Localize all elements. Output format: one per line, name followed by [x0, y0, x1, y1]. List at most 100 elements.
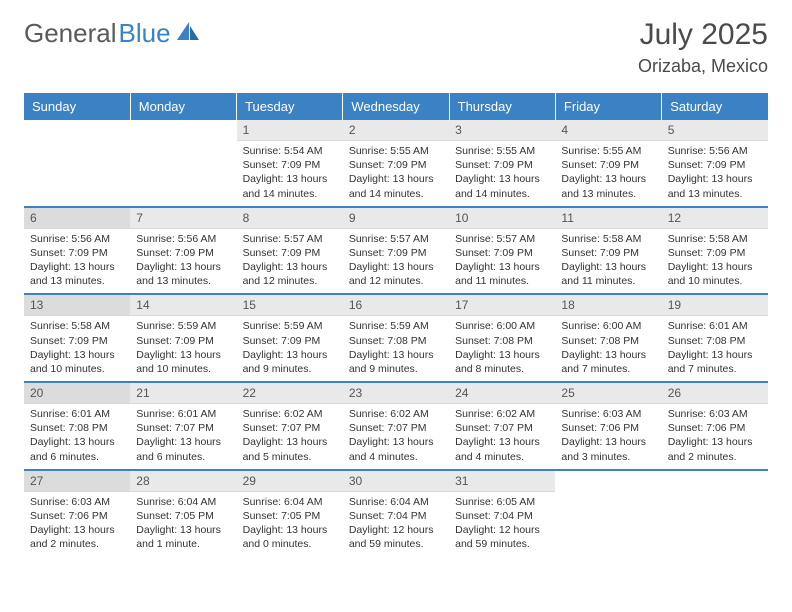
day-number: 24 — [449, 383, 555, 404]
day-info: Sunrise: 5:55 AMSunset: 7:09 PMDaylight:… — [555, 141, 661, 206]
day-number: 11 — [555, 208, 661, 229]
brand-part2: Blue — [119, 18, 171, 49]
day-number: 18 — [555, 295, 661, 316]
day-number: 14 — [130, 295, 236, 316]
day-number: 27 — [24, 471, 130, 492]
title-block: July 2025 Orizaba, Mexico — [638, 18, 768, 77]
calendar-day-cell: 19Sunrise: 6:01 AMSunset: 7:08 PMDayligh… — [662, 294, 768, 382]
day-info: Sunrise: 6:04 AMSunset: 7:04 PMDaylight:… — [343, 492, 449, 557]
day-info: Sunrise: 6:02 AMSunset: 7:07 PMDaylight:… — [237, 404, 343, 469]
calendar-table: SundayMondayTuesdayWednesdayThursdayFrid… — [24, 93, 768, 556]
calendar-day-cell: 13Sunrise: 5:58 AMSunset: 7:09 PMDayligh… — [24, 294, 130, 382]
day-number: 25 — [555, 383, 661, 404]
day-number: 20 — [24, 383, 130, 404]
calendar-day-cell: 29Sunrise: 6:04 AMSunset: 7:05 PMDayligh… — [237, 470, 343, 557]
day-info: Sunrise: 6:04 AMSunset: 7:05 PMDaylight:… — [237, 492, 343, 557]
calendar-day-cell: 23Sunrise: 6:02 AMSunset: 7:07 PMDayligh… — [343, 382, 449, 470]
day-info: Sunrise: 5:57 AMSunset: 7:09 PMDaylight:… — [237, 229, 343, 294]
calendar-day-cell: 3Sunrise: 5:55 AMSunset: 7:09 PMDaylight… — [449, 120, 555, 207]
day-number: 21 — [130, 383, 236, 404]
calendar-day-cell: 12Sunrise: 5:58 AMSunset: 7:09 PMDayligh… — [662, 207, 768, 295]
calendar-day-cell: 21Sunrise: 6:01 AMSunset: 7:07 PMDayligh… — [130, 382, 236, 470]
day-info: Sunrise: 5:56 AMSunset: 7:09 PMDaylight:… — [24, 229, 130, 294]
calendar-day-cell: 28Sunrise: 6:04 AMSunset: 7:05 PMDayligh… — [130, 470, 236, 557]
calendar-day-cell: 14Sunrise: 5:59 AMSunset: 7:09 PMDayligh… — [130, 294, 236, 382]
calendar-week-row: 1Sunrise: 5:54 AMSunset: 7:09 PMDaylight… — [24, 120, 768, 207]
weekday-header: Thursday — [449, 93, 555, 120]
day-info: Sunrise: 6:00 AMSunset: 7:08 PMDaylight:… — [449, 316, 555, 381]
calendar-day-cell — [130, 120, 236, 207]
day-number: 29 — [237, 471, 343, 492]
weekday-header: Tuesday — [237, 93, 343, 120]
day-info: Sunrise: 6:02 AMSunset: 7:07 PMDaylight:… — [343, 404, 449, 469]
calendar-day-cell: 27Sunrise: 6:03 AMSunset: 7:06 PMDayligh… — [24, 470, 130, 557]
day-info: Sunrise: 5:56 AMSunset: 7:09 PMDaylight:… — [130, 229, 236, 294]
day-number: 19 — [662, 295, 768, 316]
day-number: 22 — [237, 383, 343, 404]
day-number: 2 — [343, 120, 449, 141]
day-info: Sunrise: 6:04 AMSunset: 7:05 PMDaylight:… — [130, 492, 236, 557]
calendar-day-cell: 8Sunrise: 5:57 AMSunset: 7:09 PMDaylight… — [237, 207, 343, 295]
calendar-day-cell: 20Sunrise: 6:01 AMSunset: 7:08 PMDayligh… — [24, 382, 130, 470]
day-info: Sunrise: 6:03 AMSunset: 7:06 PMDaylight:… — [662, 404, 768, 469]
calendar-week-row: 27Sunrise: 6:03 AMSunset: 7:06 PMDayligh… — [24, 470, 768, 557]
weekday-header-row: SundayMondayTuesdayWednesdayThursdayFrid… — [24, 93, 768, 120]
day-number: 16 — [343, 295, 449, 316]
day-number: 10 — [449, 208, 555, 229]
day-number: 26 — [662, 383, 768, 404]
calendar-day-cell: 30Sunrise: 6:04 AMSunset: 7:04 PMDayligh… — [343, 470, 449, 557]
day-number: 1 — [237, 120, 343, 141]
calendar-body: 1Sunrise: 5:54 AMSunset: 7:09 PMDaylight… — [24, 120, 768, 556]
calendar-day-cell: 7Sunrise: 5:56 AMSunset: 7:09 PMDaylight… — [130, 207, 236, 295]
day-info: Sunrise: 5:58 AMSunset: 7:09 PMDaylight:… — [555, 229, 661, 294]
day-info: Sunrise: 6:05 AMSunset: 7:04 PMDaylight:… — [449, 492, 555, 557]
header: GeneralBlue July 2025 Orizaba, Mexico — [24, 18, 768, 77]
day-number: 30 — [343, 471, 449, 492]
calendar-day-cell: 4Sunrise: 5:55 AMSunset: 7:09 PMDaylight… — [555, 120, 661, 207]
calendar-day-cell: 10Sunrise: 5:57 AMSunset: 7:09 PMDayligh… — [449, 207, 555, 295]
calendar-day-cell — [662, 470, 768, 557]
day-number: 28 — [130, 471, 236, 492]
day-info: Sunrise: 5:59 AMSunset: 7:08 PMDaylight:… — [343, 316, 449, 381]
weekday-header: Monday — [130, 93, 236, 120]
day-info: Sunrise: 5:57 AMSunset: 7:09 PMDaylight:… — [343, 229, 449, 294]
calendar-day-cell: 25Sunrise: 6:03 AMSunset: 7:06 PMDayligh… — [555, 382, 661, 470]
calendar-day-cell: 16Sunrise: 5:59 AMSunset: 7:08 PMDayligh… — [343, 294, 449, 382]
calendar-day-cell: 17Sunrise: 6:00 AMSunset: 7:08 PMDayligh… — [449, 294, 555, 382]
calendar-day-cell: 22Sunrise: 6:02 AMSunset: 7:07 PMDayligh… — [237, 382, 343, 470]
calendar-week-row: 13Sunrise: 5:58 AMSunset: 7:09 PMDayligh… — [24, 294, 768, 382]
day-info: Sunrise: 6:01 AMSunset: 7:07 PMDaylight:… — [130, 404, 236, 469]
calendar-day-cell: 9Sunrise: 5:57 AMSunset: 7:09 PMDaylight… — [343, 207, 449, 295]
day-number: 9 — [343, 208, 449, 229]
weekday-header: Sunday — [24, 93, 130, 120]
day-number: 8 — [237, 208, 343, 229]
day-info: Sunrise: 6:01 AMSunset: 7:08 PMDaylight:… — [24, 404, 130, 469]
day-info: Sunrise: 5:59 AMSunset: 7:09 PMDaylight:… — [237, 316, 343, 381]
day-number: 5 — [662, 120, 768, 141]
day-number: 4 — [555, 120, 661, 141]
day-number: 7 — [130, 208, 236, 229]
day-number: 17 — [449, 295, 555, 316]
calendar-day-cell: 1Sunrise: 5:54 AMSunset: 7:09 PMDaylight… — [237, 120, 343, 207]
calendar-day-cell: 26Sunrise: 6:03 AMSunset: 7:06 PMDayligh… — [662, 382, 768, 470]
calendar-day-cell: 24Sunrise: 6:02 AMSunset: 7:07 PMDayligh… — [449, 382, 555, 470]
day-info: Sunrise: 6:03 AMSunset: 7:06 PMDaylight:… — [555, 404, 661, 469]
calendar-day-cell: 11Sunrise: 5:58 AMSunset: 7:09 PMDayligh… — [555, 207, 661, 295]
location: Orizaba, Mexico — [638, 56, 768, 77]
weekday-header: Friday — [555, 93, 661, 120]
calendar-day-cell — [555, 470, 661, 557]
brand-part1: General — [24, 18, 117, 49]
sail-icon — [175, 18, 201, 49]
calendar-day-cell: 5Sunrise: 5:56 AMSunset: 7:09 PMDaylight… — [662, 120, 768, 207]
calendar-day-cell: 15Sunrise: 5:59 AMSunset: 7:09 PMDayligh… — [237, 294, 343, 382]
day-number: 6 — [24, 208, 130, 229]
calendar-day-cell: 18Sunrise: 6:00 AMSunset: 7:08 PMDayligh… — [555, 294, 661, 382]
day-number: 23 — [343, 383, 449, 404]
calendar-week-row: 6Sunrise: 5:56 AMSunset: 7:09 PMDaylight… — [24, 207, 768, 295]
calendar-day-cell: 31Sunrise: 6:05 AMSunset: 7:04 PMDayligh… — [449, 470, 555, 557]
calendar-day-cell: 6Sunrise: 5:56 AMSunset: 7:09 PMDaylight… — [24, 207, 130, 295]
day-number: 13 — [24, 295, 130, 316]
day-info: Sunrise: 6:02 AMSunset: 7:07 PMDaylight:… — [449, 404, 555, 469]
day-info: Sunrise: 5:58 AMSunset: 7:09 PMDaylight:… — [24, 316, 130, 381]
day-info: Sunrise: 5:58 AMSunset: 7:09 PMDaylight:… — [662, 229, 768, 294]
